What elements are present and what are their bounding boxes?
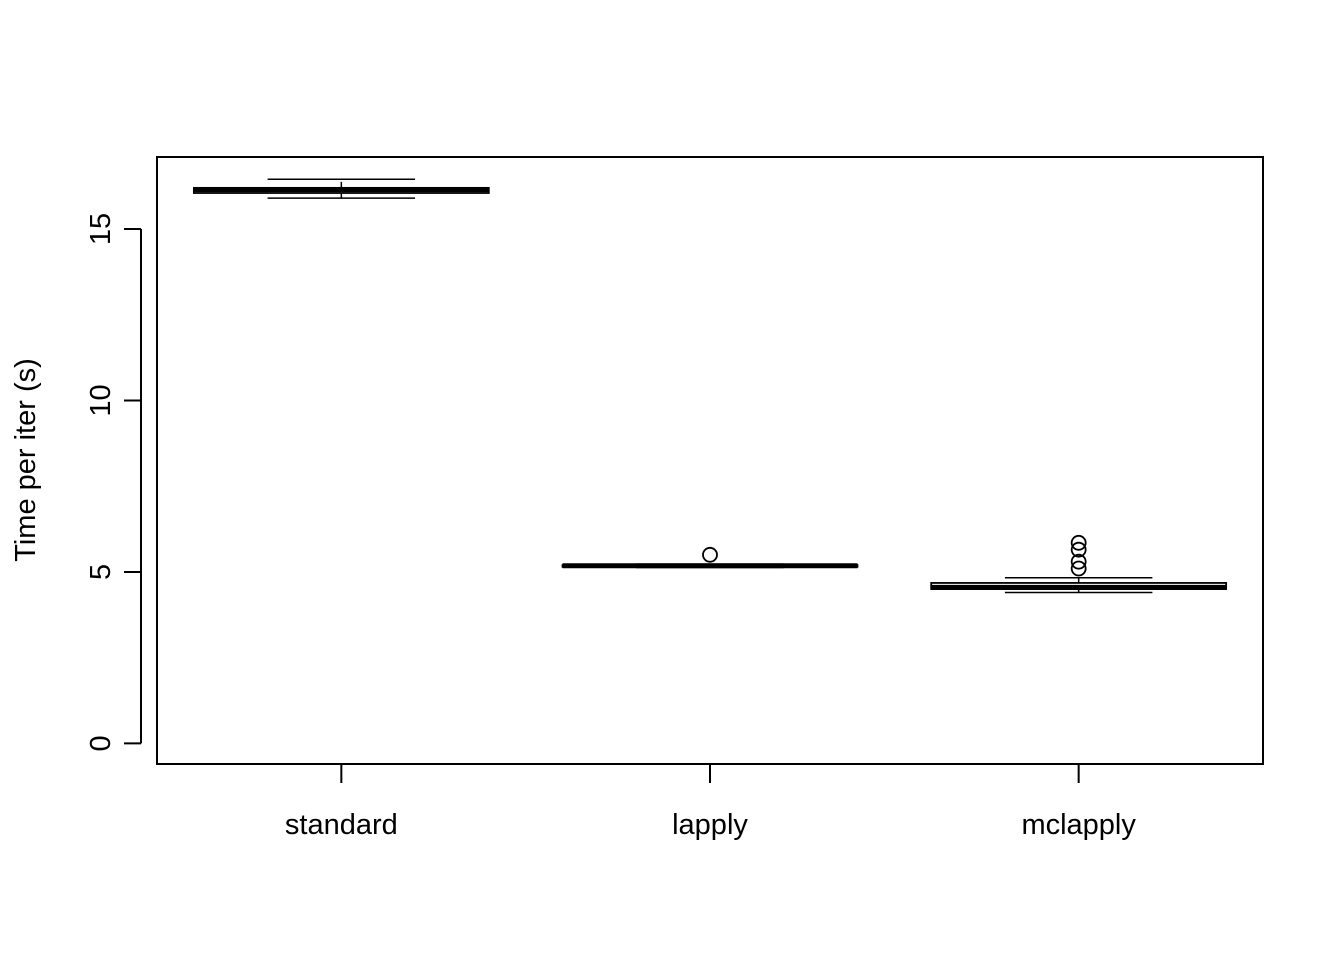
x-tick-label: lapply — [672, 809, 748, 841]
outlier-point — [1070, 560, 1087, 577]
outlier-point — [702, 546, 718, 563]
outlier-point — [1070, 534, 1087, 551]
y-axis: 0 5 10 15 — [85, 213, 142, 751]
box-standard — [192, 178, 490, 199]
outlier-point — [1070, 553, 1087, 570]
box-group — [192, 178, 1228, 594]
box-lapply — [561, 546, 859, 569]
y-axis-title: Time per iter (s) — [10, 358, 42, 562]
y-tick-label: 10 — [85, 384, 117, 416]
outlier-point — [1070, 541, 1087, 558]
plot-frame — [156, 156, 1264, 765]
x-tick-label: standard — [285, 809, 398, 841]
y-tick-label: 5 — [85, 564, 117, 580]
y-tick-label: 15 — [85, 213, 117, 245]
x-tick-label: mclapply — [1021, 809, 1136, 841]
y-tick-label: 0 — [85, 735, 117, 751]
x-axis: standard lapply mclapply — [285, 763, 1136, 841]
box-mclapply — [930, 534, 1228, 594]
